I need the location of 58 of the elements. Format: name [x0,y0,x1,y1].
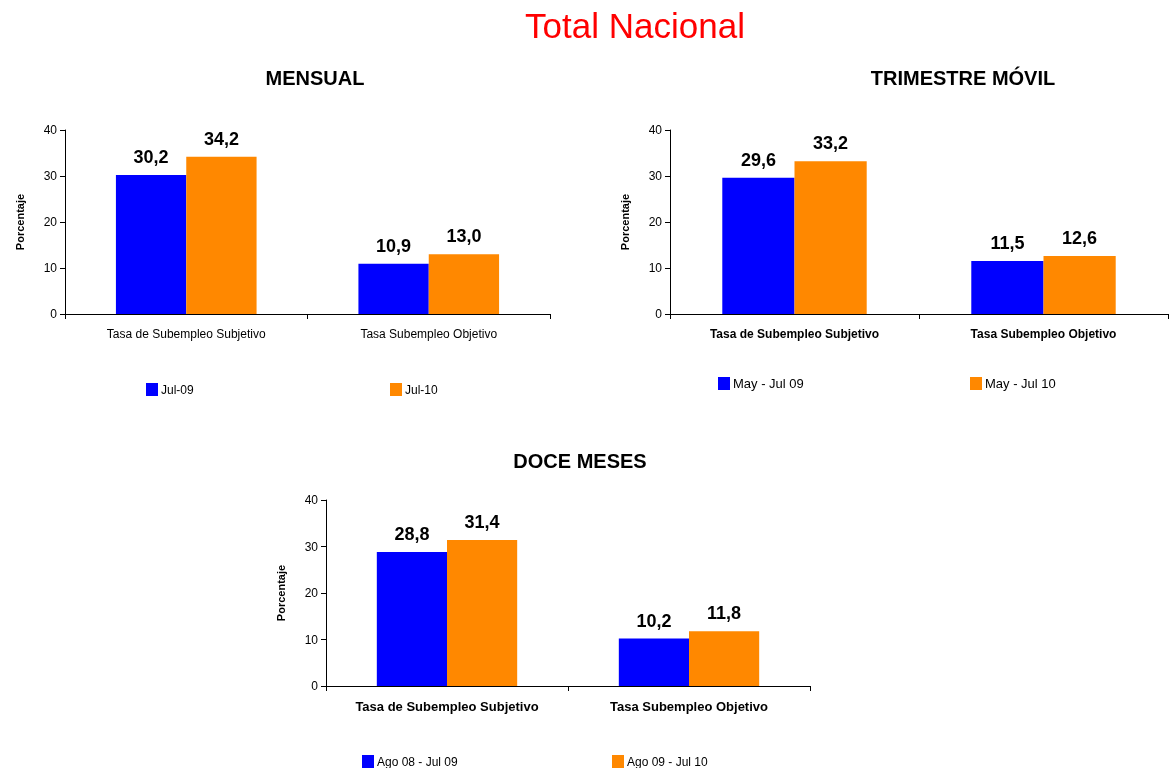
legend-label: Ago 09 - Jul 10 [627,754,709,768]
bar [186,156,257,314]
text: Total Nacional [524,6,746,46]
bar [447,539,518,686]
y-tick-label: 0 [655,307,663,321]
data-label: 13,0 [446,226,482,247]
y-tick-label: 40 [304,493,319,507]
bar [428,254,500,314]
bar [1043,256,1116,314]
x-tick-label: Tasa Subempleo Objetivo [970,327,1117,341]
legend-label: Jul-10 [405,382,439,397]
data-label: 34,2 [203,128,239,149]
y-tick-label: 0 [50,307,58,321]
bar [358,263,429,314]
bar [618,638,689,686]
y-tick-label: 30 [304,539,319,554]
y-tick-label: 10 [43,261,58,275]
x-tick-label: Tasa de Subempleo Subjetivo [106,327,266,341]
y-tick-label: 20 [648,215,663,229]
y-tick-label: 40 [648,123,663,137]
data-label: 31,4 [464,511,500,532]
x-tick-label: Tasa Subempleo Objetivo [360,327,498,341]
y-tick-label: 10 [648,261,663,275]
bar [971,261,1044,314]
chart-title: TRIMESTRE MÓVIL [870,66,1056,89]
data-label: 33,2 [813,133,849,154]
x-tick-label: Tasa Subempleo Objetivo [610,699,769,714]
y-axis-title: Porcentaje [618,193,631,251]
y-axis-title: Porcentaje [13,193,26,251]
x-tick-label: Tasa de Subempleo Subjetivo [709,327,880,341]
chart-title: DOCE MESES [513,450,647,472]
y-tick-label: 0 [311,679,319,693]
bar [376,552,447,686]
y-tick-label: 20 [304,586,319,600]
bar [794,161,867,314]
y-tick-label: 20 [43,215,58,229]
legend-label: Ago 08 - Jul 09 [377,754,459,768]
y-tick-label: 40 [43,123,58,137]
x-tick-label: Tasa de Subempleo Subjetivo [355,699,539,714]
data-label: 30,2 [133,147,169,168]
data-label: 10,2 [636,610,672,631]
legend-label: May - Jul 10 [985,376,1056,391]
bar [722,177,795,314]
data-label: 11,8 [707,603,742,624]
bar [689,631,760,686]
data-label: 29,6 [740,149,776,170]
y-axis-title: Porcentaje [274,564,287,622]
y-tick-label: 30 [43,169,58,183]
chart-title: MENSUAL [265,67,365,89]
data-label: 10,9 [376,235,412,256]
data-label: 28,8 [394,524,430,545]
legend-label: Jul-09 [161,382,195,397]
data-label: 12,6 [1062,228,1098,249]
y-tick-label: 30 [648,169,663,183]
bar [115,175,187,314]
y-tick-label: 10 [304,632,319,647]
data-label: 11,5 [990,233,1025,254]
legend-label: May - Jul 09 [733,376,804,391]
